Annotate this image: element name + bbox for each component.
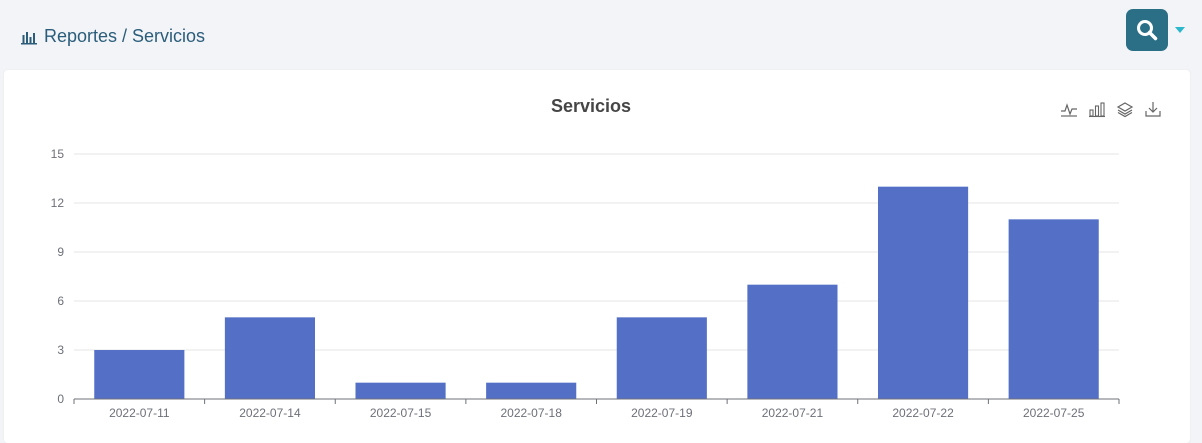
bar-2022-07-15[interactable] (355, 382, 446, 399)
search-icon (1137, 20, 1158, 41)
x-tick-label: 2022-07-15 (370, 406, 432, 420)
chart-toolbox (1060, 100, 1162, 118)
x-tick-label: 2022-07-25 (1023, 406, 1085, 420)
bar-chart-icon[interactable] (1088, 100, 1106, 118)
download-icon[interactable] (1144, 100, 1162, 118)
y-tick-label: 6 (57, 294, 64, 308)
x-tick-label: 2022-07-22 (892, 406, 954, 420)
bar-chart-icon (21, 31, 37, 44)
y-tick-label: 12 (51, 196, 65, 210)
bar-2022-07-21[interactable] (747, 284, 838, 399)
x-tick-label: 2022-07-18 (500, 406, 562, 420)
y-tick-label: 15 (51, 147, 65, 161)
breadcrumb-text[interactable]: Reportes / Servicios (44, 26, 206, 46)
chart-card: Servicios 0 3 6 9 12 15 2022-07-11 2022-07-14 2… (4, 70, 1190, 443)
x-tick-label: 2022-07-21 (762, 406, 824, 420)
search-button[interactable] (1126, 9, 1168, 51)
y-tick-label: 3 (57, 343, 64, 357)
x-tick-label: 2022-07-14 (239, 406, 301, 420)
y-tick-label: 9 (57, 245, 64, 259)
bar-chart: Servicios 0 3 6 9 12 15 2022-07-11 2022-07-14 2… (51, 96, 1120, 420)
search-menu[interactable] (1126, 9, 1185, 51)
chevron-down-icon[interactable] (1175, 27, 1185, 33)
x-tick-label: 2022-07-11 (109, 406, 170, 420)
stack-icon[interactable] (1116, 100, 1134, 118)
y-tick-label: 0 (57, 392, 64, 406)
bar-2022-07-11[interactable] (94, 350, 185, 399)
chart-title: Servicios (551, 96, 631, 116)
x-tick-label: 2022-07-19 (631, 406, 693, 420)
bar-2022-07-19[interactable] (616, 317, 707, 399)
bar-2022-07-22[interactable] (877, 186, 969, 399)
bar-2022-07-14[interactable] (224, 317, 316, 399)
bar-2022-07-25[interactable] (1008, 219, 1099, 399)
line-chart-icon[interactable] (1060, 100, 1078, 118)
bar-2022-07-18[interactable] (486, 382, 577, 399)
breadcrumb: Reportes / Servicios (20, 26, 205, 47)
